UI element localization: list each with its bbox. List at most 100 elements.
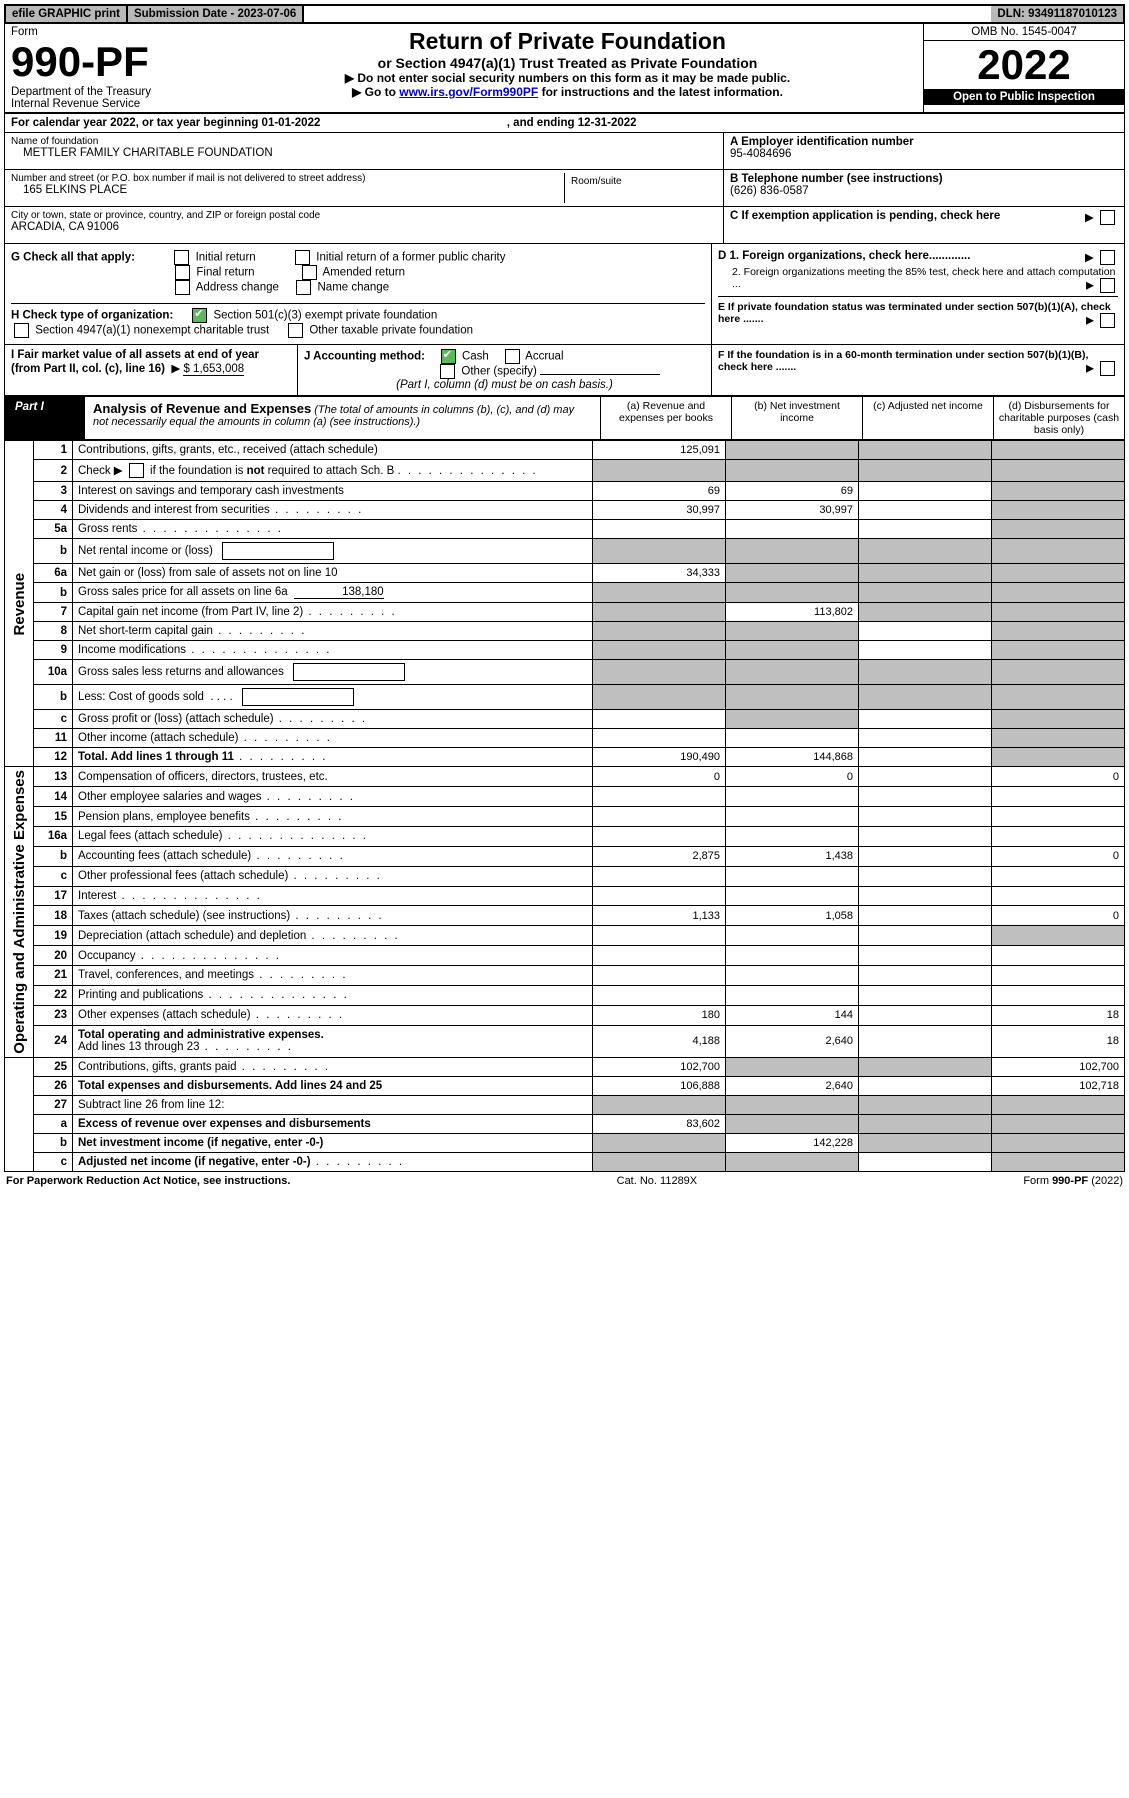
r2-mid: if the foundation is <box>150 465 247 477</box>
line-desc: Adjusted net income (if negative, enter … <box>73 1153 593 1172</box>
revenue-side-label: Revenue <box>5 441 34 767</box>
footer-right: Form 990-PF (2022) <box>1023 1175 1123 1187</box>
col-b-header: (b) Net investment income <box>731 397 862 439</box>
r10b-box[interactable] <box>242 688 354 706</box>
line-desc: Legal fees (attach schedule) <box>73 827 593 847</box>
amt-d: 18 <box>992 1025 1125 1058</box>
amt-a: 125,091 <box>593 441 726 460</box>
h-501c3-checkbox[interactable] <box>192 308 207 323</box>
c-checkbox-group: ▶ <box>1085 210 1118 225</box>
j-other-input[interactable] <box>540 374 660 375</box>
line-no: 9 <box>34 641 73 660</box>
fmv-box: I Fair market value of all assets at end… <box>4 345 1125 396</box>
table-row: b Gross sales price for all assets on li… <box>5 583 1125 603</box>
g-name-label: Name change <box>318 282 390 294</box>
d2-checkbox[interactable] <box>1100 278 1115 293</box>
table-row: 25 Contributions, gifts, grants paid 102… <box>5 1058 1125 1077</box>
amt-b: 0 <box>726 767 859 787</box>
line-no: 14 <box>34 787 73 807</box>
amt-b: 1,438 <box>726 846 859 866</box>
table-row: 21 Travel, conferences, and meetings <box>5 966 1125 986</box>
g-initial-former-checkbox[interactable] <box>295 250 310 265</box>
table-row: c Adjusted net income (if negative, ente… <box>5 1153 1125 1172</box>
c-checkbox[interactable] <box>1100 210 1115 225</box>
line-no: 21 <box>34 966 73 986</box>
table-row: c Gross profit or (loss) (attach schedul… <box>5 710 1125 729</box>
amt-b: 2,640 <box>726 1077 859 1096</box>
amt-a: 69 <box>593 482 726 501</box>
g-final-checkbox[interactable] <box>175 265 190 280</box>
part1-table: Revenue 1 Contributions, gifts, grants, … <box>4 440 1125 1172</box>
line-no: 12 <box>34 748 73 767</box>
r5b-box[interactable] <box>222 542 334 560</box>
efile-print-label[interactable]: efile GRAPHIC print <box>6 6 128 22</box>
line-no: c <box>34 1153 73 1172</box>
dln-label: DLN: 93491187010123 <box>991 6 1123 22</box>
r10a-box[interactable] <box>293 663 405 681</box>
h-other-label: Other taxable private foundation <box>309 325 473 337</box>
form-link[interactable]: www.irs.gov/Form990PF <box>399 85 538 99</box>
line-desc: Other expenses (attach schedule) <box>73 1005 593 1025</box>
f-checkbox[interactable] <box>1100 361 1115 376</box>
g-name-checkbox[interactable] <box>296 280 311 295</box>
line-no: 10a <box>34 660 73 685</box>
line-desc: Contributions, gifts, grants paid <box>73 1058 593 1077</box>
g-initial-former-label: Initial return of a former public charit… <box>316 252 505 264</box>
g-final-label: Final return <box>196 267 254 279</box>
table-row: Revenue 1 Contributions, gifts, grants, … <box>5 441 1125 460</box>
r2-not: not <box>247 465 265 477</box>
ein-label: A Employer identification number <box>730 136 1118 148</box>
line-no: 3 <box>34 482 73 501</box>
j-label: J Accounting method: <box>304 351 425 363</box>
d1-checkbox[interactable] <box>1100 250 1115 265</box>
col-a-header: (a) Revenue and expenses per books <box>600 397 731 439</box>
room-label: Room/suite <box>571 176 711 187</box>
open-public-label: Open to Public Inspection <box>924 89 1124 105</box>
top-bar: efile GRAPHIC print Submission Date - 20… <box>4 4 1125 24</box>
j-accrual-checkbox[interactable] <box>505 349 520 364</box>
line-no: 18 <box>34 906 73 926</box>
amt-a: 83,602 <box>593 1115 726 1134</box>
note2-pre: ▶ Go to <box>352 85 399 99</box>
h-other-checkbox[interactable] <box>288 323 303 338</box>
part1-title: Analysis of Revenue and Expenses <box>93 401 311 416</box>
h-label: H Check type of organization: <box>11 310 173 322</box>
address-label: Number and street (or P.O. box number if… <box>11 173 564 184</box>
table-row: 5a Gross rents <box>5 520 1125 539</box>
line-no: 13 <box>34 767 73 787</box>
amt-b <box>726 441 859 460</box>
table-row: 10a Gross sales less returns and allowan… <box>5 660 1125 685</box>
irs-label: Internal Revenue Service <box>11 98 206 110</box>
h-4947-label: Section 4947(a)(1) nonexempt charitable … <box>35 325 269 337</box>
col-d-header: (d) Disbursements for charitable purpose… <box>993 397 1124 439</box>
line-desc: Total expenses and disbursements. Add li… <box>73 1077 593 1096</box>
amt-d: 102,700 <box>992 1058 1125 1077</box>
g-initial-checkbox[interactable] <box>174 250 189 265</box>
j-other-checkbox[interactable] <box>440 364 455 379</box>
address-value: 165 ELKINS PLACE <box>11 184 564 196</box>
d1-label: D 1. Foreign organizations, check here..… <box>718 250 970 262</box>
table-row: 9 Income modifications <box>5 641 1125 660</box>
g-amended-checkbox[interactable] <box>302 265 317 280</box>
line-no: 11 <box>34 729 73 748</box>
telephone-label: B Telephone number (see instructions) <box>730 173 1118 185</box>
table-row: b Accounting fees (attach schedule) 2,87… <box>5 846 1125 866</box>
table-row: a Excess of revenue over expenses and di… <box>5 1115 1125 1134</box>
e-checkbox[interactable] <box>1100 313 1115 328</box>
table-row: 6a Net gain or (loss) from sale of asset… <box>5 564 1125 583</box>
line-desc: Gross rents <box>73 520 593 539</box>
line-desc: Excess of revenue over expenses and disb… <box>73 1115 593 1134</box>
line-desc: Contributions, gifts, grants, etc., rece… <box>73 441 593 460</box>
r2-checkbox[interactable] <box>129 463 144 478</box>
j-cash-checkbox[interactable] <box>441 349 456 364</box>
g-address-checkbox[interactable] <box>175 280 190 295</box>
j-other-label: Other (specify) <box>461 366 536 378</box>
calyear-begin: 01-01-2022 <box>262 117 321 129</box>
line-desc: Accounting fees (attach schedule) <box>73 846 593 866</box>
line-desc: Other professional fees (attach schedule… <box>73 866 593 886</box>
line-no: b <box>34 1134 73 1153</box>
calyear-mid: , and ending <box>507 117 578 129</box>
city-value: ARCADIA, CA 91006 <box>11 221 717 233</box>
line-no: 8 <box>34 622 73 641</box>
h-4947-checkbox[interactable] <box>14 323 29 338</box>
